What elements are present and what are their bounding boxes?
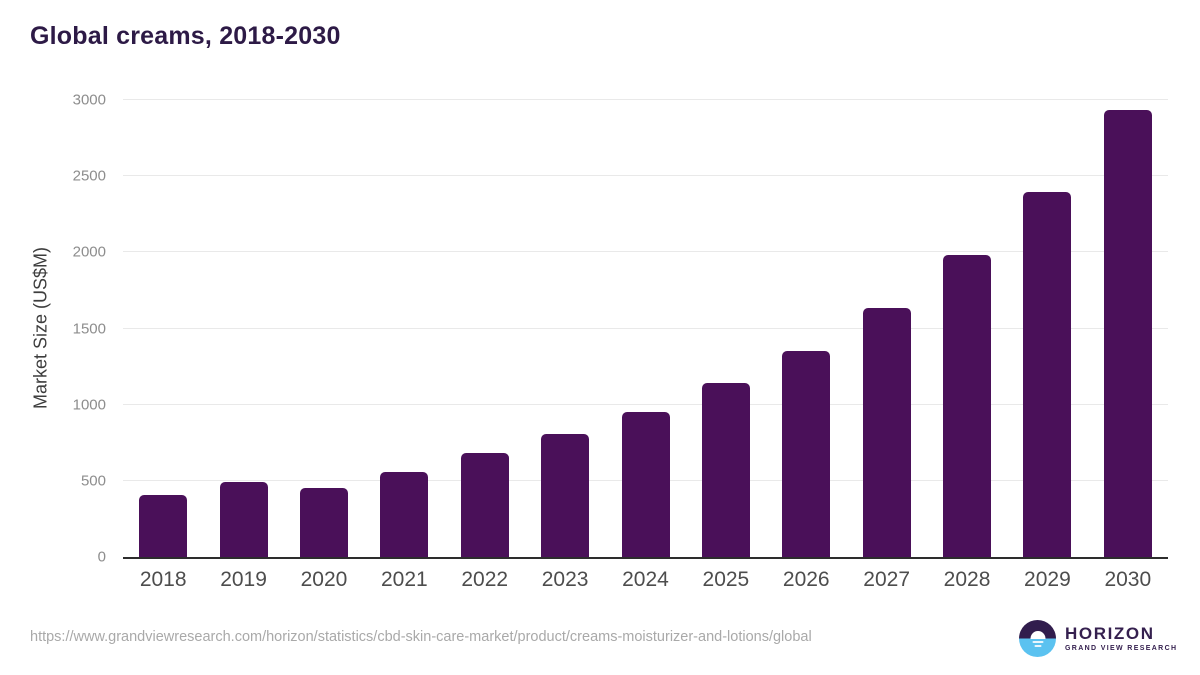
y-tick-labels: 0 500 1000 1500 2000 2500 3000 <box>0 92 106 566</box>
gridline <box>123 175 1168 177</box>
x-tick-label: 2023 <box>541 568 589 591</box>
sun-shape <box>1030 630 1045 639</box>
x-tick-label: 2025 <box>702 568 750 591</box>
bar-2026 <box>782 351 831 557</box>
gridline <box>123 403 1168 405</box>
bar-2024 <box>621 411 670 557</box>
y-tick-label: 0 <box>97 548 106 566</box>
x-tick-label: 2028 <box>943 568 991 591</box>
sun-reflection-line <box>1032 641 1043 643</box>
bar-2025 <box>701 383 750 557</box>
bar-2019 <box>219 481 268 557</box>
gridline <box>123 327 1168 329</box>
x-tick-label: 2019 <box>220 568 267 591</box>
bar-2023 <box>541 433 590 557</box>
bar-2029 <box>1023 192 1072 557</box>
x-tick-label: 2029 <box>1024 568 1071 591</box>
bar-2022 <box>460 452 509 557</box>
gridline <box>123 99 1168 100</box>
x-tick-label: 2026 <box>782 568 830 591</box>
y-tick-label: 1500 <box>72 320 106 337</box>
bar-2018 <box>139 494 188 557</box>
x-tick-labels: 2018 2019 2020 2021 2022 2023 2024 2025 2026 2027… <box>123 568 1168 594</box>
plot-area <box>123 99 1168 559</box>
sun-reflection-line <box>1034 645 1041 647</box>
y-tick-label: 2000 <box>72 243 106 261</box>
x-tick-label: 2024 <box>622 568 669 591</box>
bar-2028 <box>943 255 992 557</box>
logo-brand: HORIZON <box>1065 624 1155 644</box>
bar-2027 <box>862 307 911 557</box>
bar-2021 <box>380 471 429 557</box>
gridline <box>123 251 1168 253</box>
bar-2020 <box>299 487 348 557</box>
horizon-logo: HORIZON GRAND VIEW RESEARCH <box>1019 620 1177 657</box>
horizon-sun-icon <box>1019 620 1056 657</box>
y-tick-label: 500 <box>80 472 106 490</box>
source-url: https://www.grandviewresearch.com/horizo… <box>30 629 812 645</box>
x-tick-label: 2018 <box>139 568 187 591</box>
x-tick-label: 2021 <box>380 568 428 591</box>
chart-title: Global creams, 2018-2030 <box>30 22 341 50</box>
x-tick-label: 2022 <box>461 568 509 591</box>
logo-sub-brand: GRAND VIEW RESEARCH <box>1065 644 1178 652</box>
bar-2030 <box>1103 109 1152 557</box>
x-tick-label: 2027 <box>863 568 910 591</box>
y-tick-label: 3000 <box>72 91 106 109</box>
x-tick-label: 2020 <box>300 568 348 591</box>
y-tick-label: 1000 <box>72 396 106 414</box>
logo-text: HORIZON GRAND VIEW RESEARCH <box>1065 625 1177 652</box>
x-tick-label: 2030 <box>1104 568 1152 591</box>
y-tick-label: 2500 <box>72 167 106 185</box>
